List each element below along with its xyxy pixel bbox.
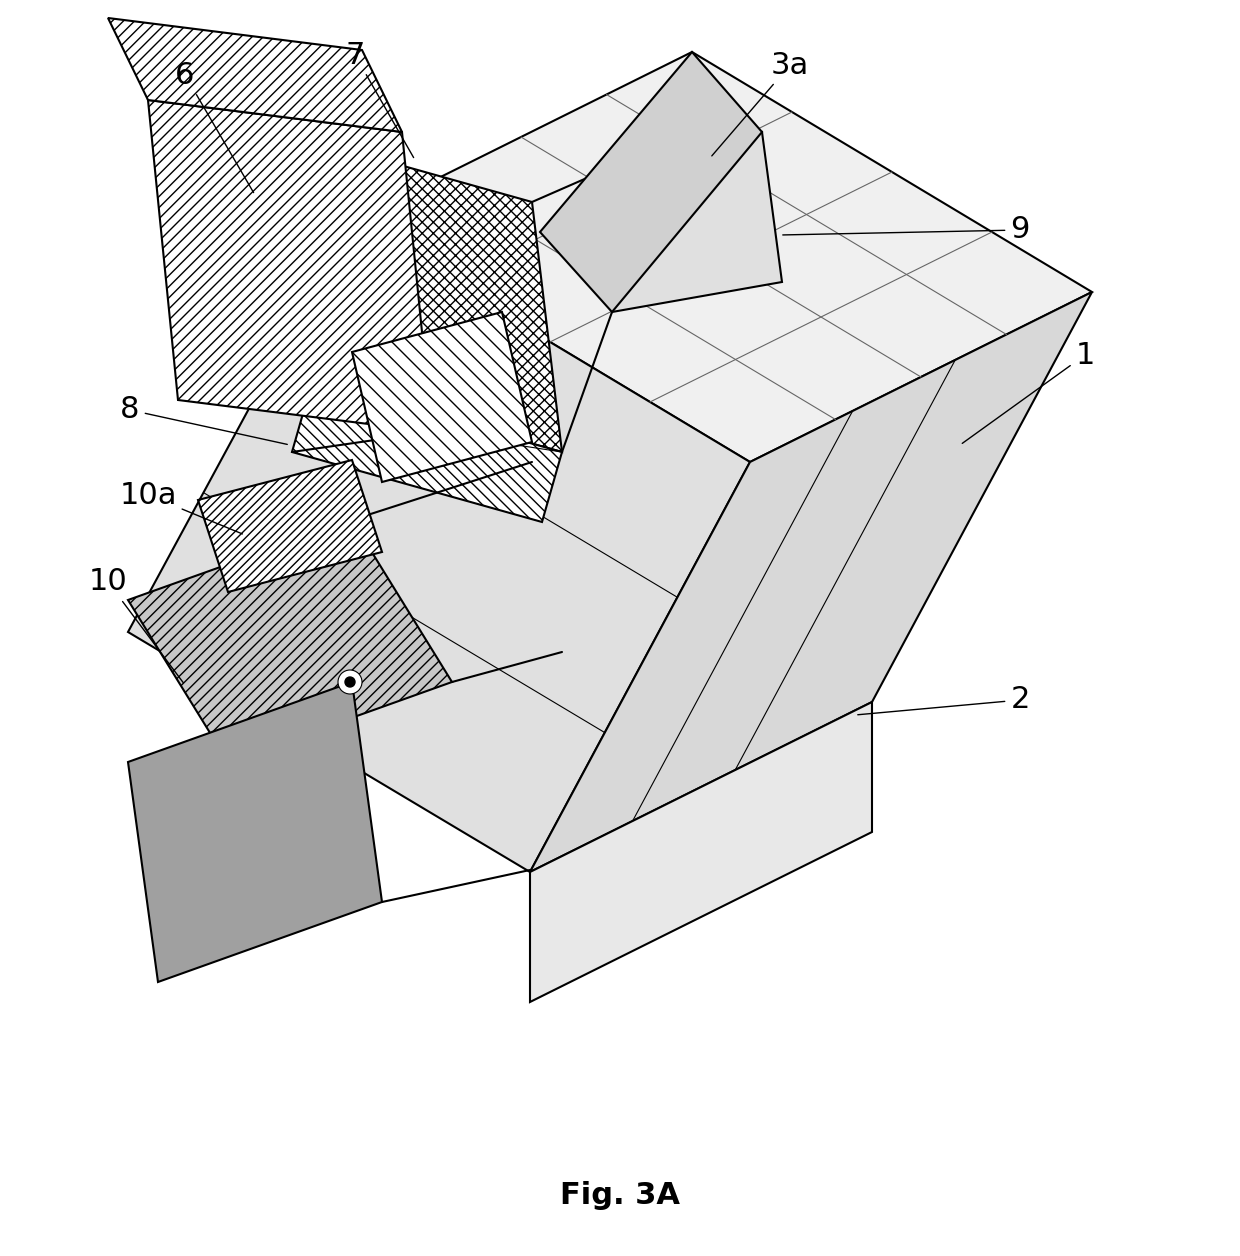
Text: 6: 6 xyxy=(175,60,254,192)
Text: 3a: 3a xyxy=(712,50,810,156)
Polygon shape xyxy=(529,702,872,1002)
Text: Fig. 3A: Fig. 3A xyxy=(560,1181,680,1210)
Text: 8: 8 xyxy=(120,396,288,445)
Polygon shape xyxy=(281,132,562,452)
Polygon shape xyxy=(350,51,1092,462)
Text: 10: 10 xyxy=(88,568,184,683)
Polygon shape xyxy=(291,382,562,522)
Polygon shape xyxy=(128,222,750,872)
Polygon shape xyxy=(539,51,763,311)
Polygon shape xyxy=(591,132,782,311)
Circle shape xyxy=(345,677,355,687)
Text: 1: 1 xyxy=(962,340,1095,443)
Polygon shape xyxy=(198,460,382,592)
Polygon shape xyxy=(108,18,402,132)
Circle shape xyxy=(339,669,362,695)
Text: 10a: 10a xyxy=(119,481,243,534)
Text: 9: 9 xyxy=(782,216,1029,245)
Text: 7: 7 xyxy=(345,40,414,157)
Polygon shape xyxy=(148,100,432,432)
Polygon shape xyxy=(352,311,532,482)
Text: 2: 2 xyxy=(858,686,1029,715)
Polygon shape xyxy=(128,682,382,982)
Polygon shape xyxy=(529,291,1092,872)
Polygon shape xyxy=(128,520,453,762)
